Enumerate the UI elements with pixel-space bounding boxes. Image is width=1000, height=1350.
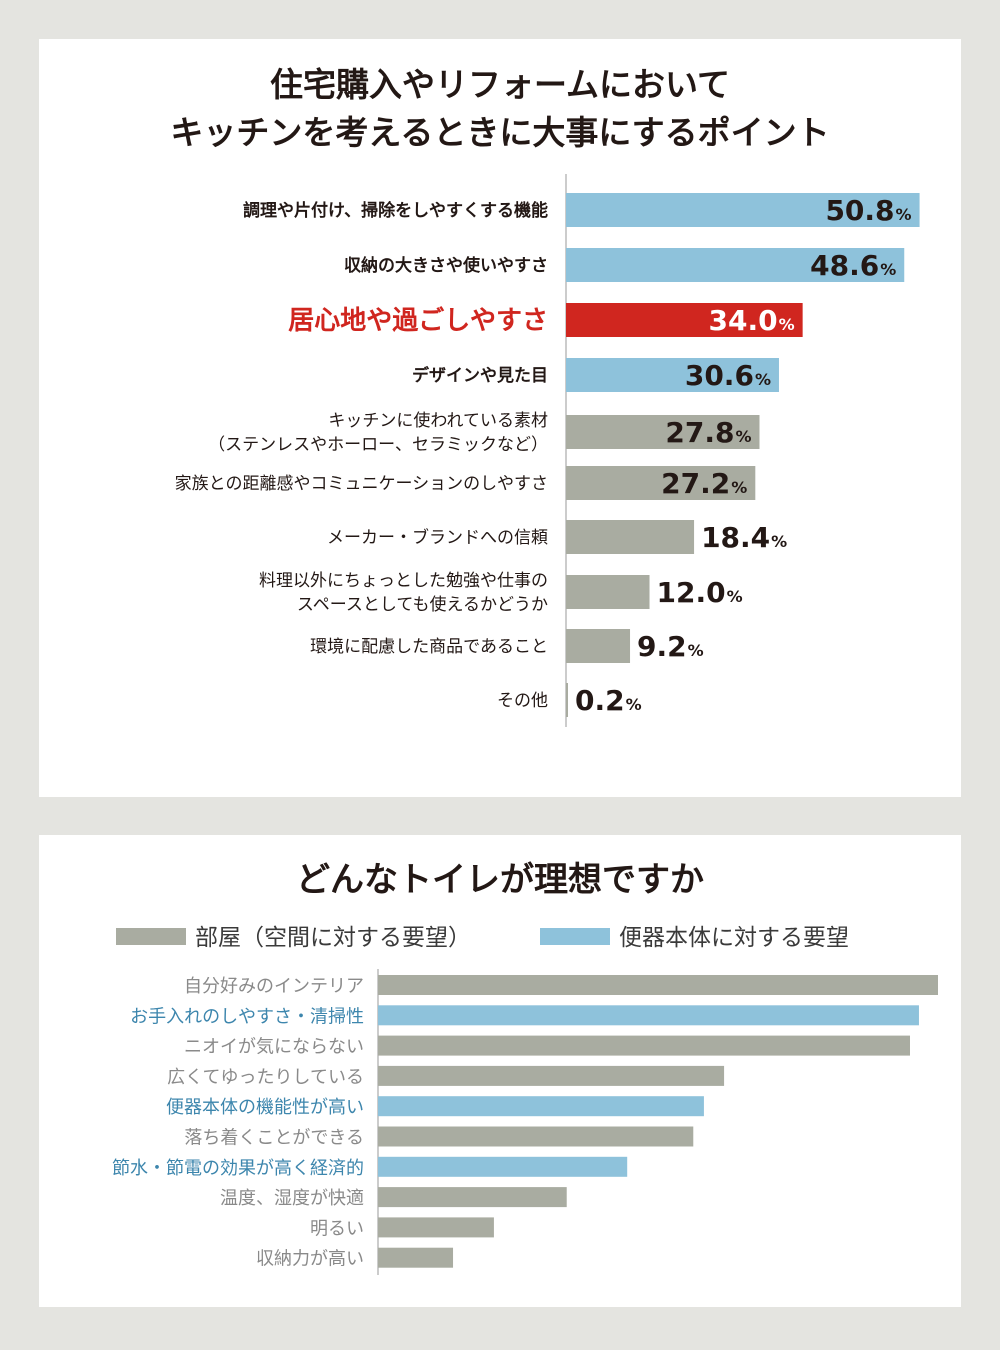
toilet-bar-chart: 部屋（空間に対する要望） 便器本体に対する要望自分好みのインテリアお手入れのしやす…	[112, 925, 938, 1275]
bar	[378, 975, 938, 995]
category-label: お手入れのしやすさ・清掃性	[130, 1006, 364, 1027]
value-unit: %	[735, 427, 751, 446]
category-label-line: キッチンに使われている素材	[328, 410, 548, 431]
category-label: 明るい	[310, 1218, 364, 1239]
value-number: 34.0	[709, 304, 778, 337]
value-number: 0.2	[575, 684, 625, 717]
value-unit: %	[688, 641, 704, 660]
category-label-line: 居心地や過ごしやすさ	[288, 305, 548, 336]
category-label-line: メーカー・ブランドへの信頼	[327, 527, 548, 548]
value-unit: %	[727, 587, 743, 606]
value-unit: %	[880, 260, 896, 279]
category-label-line: スペースとしても使えるかどうか	[297, 594, 548, 615]
value-unit: %	[896, 205, 912, 224]
category-label: 広くてゆったりしている	[167, 1067, 364, 1088]
value-label: 9.2%	[637, 630, 704, 663]
category-label: メーカー・ブランドへの信頼	[327, 527, 548, 548]
value-label: 27.8%	[665, 416, 751, 449]
bar	[566, 466, 756, 500]
category-label: 料理以外にちょっとした勉強や仕事のスペースとしても使えるかどうか	[259, 571, 548, 615]
value-label: 34.0%	[709, 304, 795, 337]
value-number: 12.0	[657, 576, 726, 609]
chart-title: どんなトイレが理想ですか	[296, 860, 704, 900]
bar	[378, 1035, 910, 1056]
category-label: 落ち着くことができる	[184, 1128, 364, 1149]
value-number: 9.2	[637, 630, 687, 663]
value-number: 27.2	[661, 467, 730, 500]
category-label: 調理や片付け、掃除をしやすくする機能	[243, 200, 548, 221]
value-number: 50.8	[825, 194, 894, 227]
category-label-line: 料理以外にちょっとした勉強や仕事の	[259, 571, 548, 591]
category-label-line: 調理や片付け、掃除をしやすくする機能	[243, 200, 548, 221]
bar	[566, 358, 779, 392]
category-label-line: （ステンレスやホーロー、セラミックなど）	[208, 435, 548, 455]
kitchen-bar-chart: 調理や片付け、掃除をしやすくする機能 50.8% 収納の大きさや使いやすさ 48.6%…	[175, 174, 920, 727]
category-label: 収納力が高い	[256, 1249, 364, 1270]
bar	[378, 1247, 454, 1268]
value-number: 30.6	[685, 359, 754, 392]
chart-title-line: キッチンを考えるときに大事にするポイント	[170, 113, 830, 152]
bar	[378, 1156, 628, 1177]
value-label: 27.2%	[661, 467, 747, 500]
bar	[566, 629, 631, 663]
category-label: 居心地や過ごしやすさ	[288, 305, 548, 336]
chart-title: 住宅購入やリフォームにおいて キッチンを考えるときに大事にするポイント	[39, 61, 961, 157]
category-label-line: デザインや見た目	[412, 365, 548, 386]
bar	[378, 1096, 704, 1117]
value-label: 12.0%	[657, 576, 743, 609]
value-label: 30.6%	[685, 359, 771, 392]
value-unit: %	[771, 532, 787, 551]
category-label: キッチンに使われている素材 （ステンレスやホーロー、セラミックなど）	[208, 410, 548, 455]
legend-label: 部屋（空間に対する要望）	[195, 925, 471, 951]
value-label: 18.4%	[701, 521, 787, 554]
value-label: 48.6%	[810, 249, 896, 282]
bar	[378, 1065, 725, 1086]
category-label: 収納の大きさや使いやすさ	[344, 255, 548, 276]
bar	[378, 1005, 919, 1026]
value-unit: %	[731, 478, 747, 497]
bar	[378, 1126, 694, 1147]
bar	[566, 248, 905, 282]
category-label: ニオイが気にならない	[184, 1037, 364, 1058]
value-number: 48.6	[810, 249, 879, 282]
bar	[566, 520, 695, 554]
kitchen-chart-panel: 住宅購入やリフォームにおいて キッチンを考えるときに大事にするポイント 調理や片…	[39, 39, 961, 797]
legend-label: 便器本体に対する要望	[619, 925, 849, 951]
category-label: 環境に配慮した商品であること	[310, 637, 548, 657]
bar	[566, 193, 920, 227]
bar	[566, 683, 568, 717]
bar	[566, 415, 760, 449]
category-label: デザインや見た目	[412, 365, 548, 386]
value-unit: %	[755, 370, 771, 389]
category-label-line: 家族との距離感やコミュニケーションのしやすさ	[175, 474, 548, 494]
value-unit: %	[779, 315, 795, 334]
value-unit: %	[626, 695, 642, 714]
legend-swatch	[540, 928, 610, 945]
category-label: 自分好みのインテリア	[184, 976, 364, 997]
category-label: 温度、湿度が快適	[220, 1188, 364, 1209]
bar	[378, 1217, 494, 1238]
legend-swatch	[116, 928, 186, 945]
bar	[566, 575, 650, 609]
category-label: その他	[497, 691, 548, 711]
category-label: 家族との距離感やコミュニケーションのしやすさ	[175, 474, 548, 494]
category-label: 便器本体の機能性が高い	[166, 1097, 364, 1118]
value-label: 0.2%	[575, 684, 642, 717]
category-label-line: 環境に配慮した商品であること	[310, 637, 548, 657]
bar	[566, 303, 803, 337]
value-number: 27.8	[665, 416, 734, 449]
value-number: 18.4	[701, 521, 770, 554]
category-label-line: その他	[497, 691, 548, 711]
bar	[378, 1187, 567, 1208]
value-label: 50.8%	[825, 194, 911, 227]
toilet-chart-panel: どんなトイレが理想ですか 部屋（空間に対する要望） 便器本体に対する要望自分好みの…	[39, 835, 961, 1307]
category-label-line: 収納の大きさや使いやすさ	[344, 255, 548, 276]
chart-title-line: 住宅購入やリフォームにおいて	[269, 65, 731, 104]
category-label: 節水・節電の効果が高く経済的	[112, 1158, 364, 1179]
